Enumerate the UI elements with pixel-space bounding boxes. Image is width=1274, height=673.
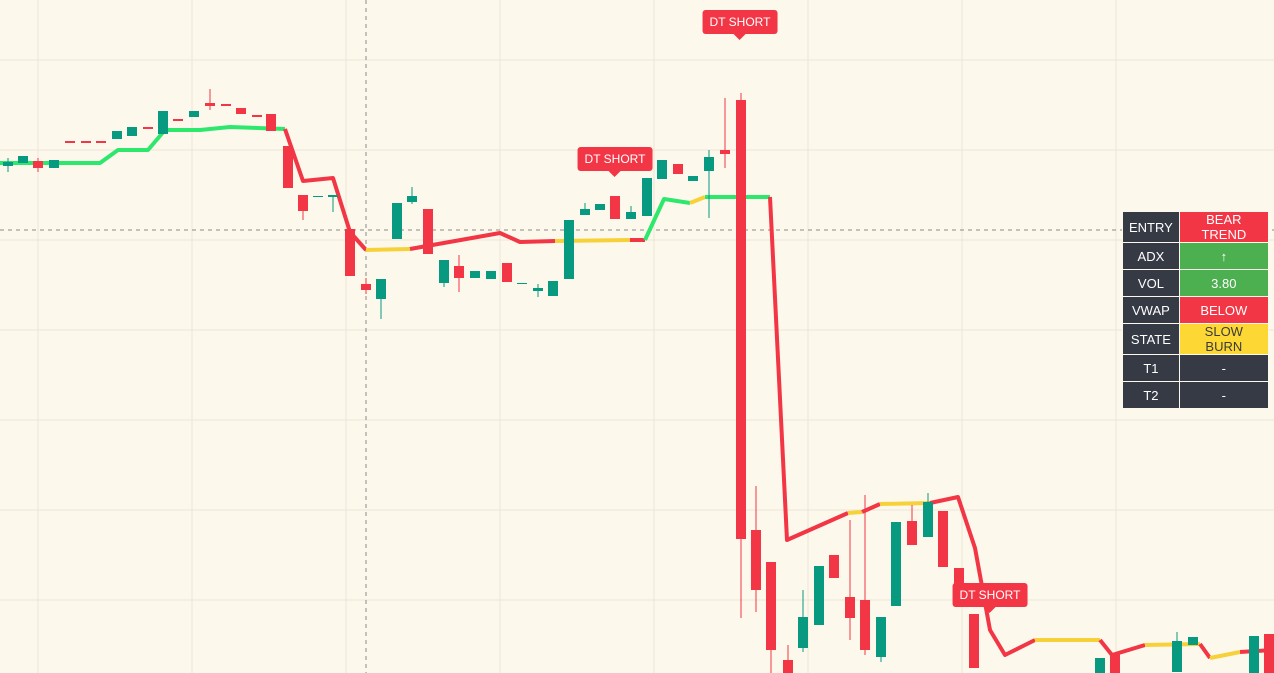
- row-key: T2: [1122, 381, 1180, 409]
- row-value: BEAR TREND: [1178, 211, 1269, 243]
- row-value: 3.80: [1178, 269, 1269, 297]
- row-value: -: [1178, 354, 1269, 382]
- row-key: VOL: [1122, 269, 1180, 297]
- table-row: VOL 3.80: [1122, 269, 1269, 297]
- trend-line: [0, 125, 1274, 660]
- table-row: ENTRY BEAR TREND: [1122, 211, 1269, 243]
- status-table: ENTRY BEAR TREND ADX ↑ VOL 3.80 VWAP BELOW S…: [1122, 211, 1269, 409]
- signal-label: DT SHORT: [702, 10, 778, 40]
- table-row: STATE SLOW BURN: [1122, 323, 1269, 355]
- row-value: ↑: [1178, 242, 1269, 270]
- row-value: -: [1178, 381, 1269, 409]
- row-key: VWAP: [1122, 296, 1180, 324]
- row-key: T1: [1122, 354, 1180, 382]
- row-value: BELOW: [1178, 296, 1269, 324]
- signal-label: DT SHORT: [952, 583, 1028, 613]
- row-value: SLOW BURN: [1178, 323, 1269, 355]
- signal-label: DT SHORT: [577, 147, 653, 177]
- table-row: T2-: [1122, 381, 1269, 409]
- row-key: ENTRY: [1122, 211, 1180, 243]
- table-row: T1-: [1122, 354, 1269, 382]
- table-row: VWAP BELOW: [1122, 296, 1269, 324]
- candles: [3, 89, 1274, 673]
- table-row: ADX ↑: [1122, 242, 1269, 270]
- row-key: STATE: [1122, 323, 1180, 355]
- row-key: ADX: [1122, 242, 1180, 270]
